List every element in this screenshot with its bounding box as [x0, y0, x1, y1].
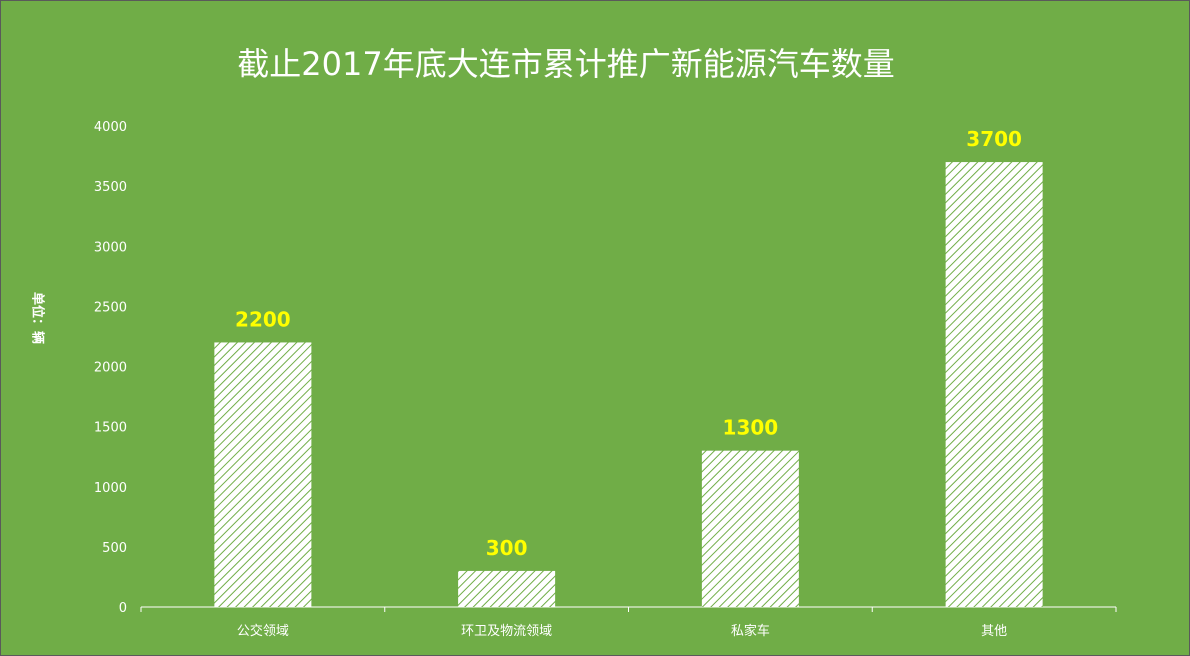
chart-title: 截止2017年底大连市累计推广新能源汽车数量 — [237, 45, 895, 83]
data-label: 300 — [486, 536, 528, 560]
bar — [458, 570, 556, 607]
y-tick-label: 2000 — [94, 361, 127, 376]
y-tick-label: 2500 — [94, 300, 127, 315]
y-tick-label: 1000 — [94, 481, 127, 496]
data-label: 2200 — [235, 307, 291, 331]
category-labels: 公交领域 环卫及物流领域 私家车 其他 — [237, 623, 1007, 639]
y-tick-label: 3500 — [94, 180, 127, 195]
data-labels: 2200 300 1300 3700 — [235, 127, 1022, 560]
y-axis-ticks: 0 500 1000 1500 2000 2500 3000 3500 4000 — [94, 120, 127, 616]
data-label: 1300 — [723, 416, 779, 440]
bar — [214, 342, 312, 607]
data-label: 3700 — [966, 127, 1022, 151]
y-tick-label: 500 — [102, 541, 127, 556]
bar — [945, 162, 1043, 607]
category-label: 公交领域 — [237, 623, 289, 639]
y-tick-label: 3000 — [94, 240, 127, 255]
y-tick-label: 0 — [119, 601, 127, 616]
category-label: 私家车 — [731, 623, 770, 639]
x-axis — [140, 606, 1117, 612]
y-tick-label: 1500 — [94, 421, 127, 436]
bars — [214, 162, 1043, 607]
bar — [701, 450, 799, 607]
y-tick-label: 4000 — [94, 120, 127, 135]
category-label: 环卫及物流领域 — [461, 624, 552, 639]
category-label: 其他 — [981, 624, 1007, 639]
